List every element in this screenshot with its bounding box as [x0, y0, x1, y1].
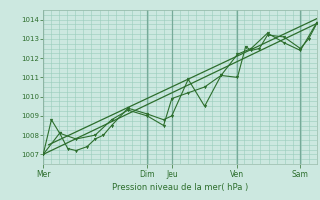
X-axis label: Pression niveau de la mer( hPa ): Pression niveau de la mer( hPa ) — [112, 183, 248, 192]
